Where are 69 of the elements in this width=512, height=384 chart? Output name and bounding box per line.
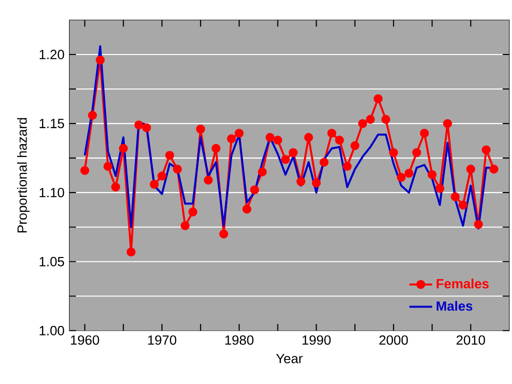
x-tick-label: 1990	[302, 335, 331, 345]
point	[219, 230, 228, 238]
point	[374, 94, 383, 104]
point	[204, 176, 213, 185]
y-tick-label: 1.10	[40, 188, 64, 198]
y-axis-title: Proportional hazard	[17, 118, 30, 232]
legend-label: Females	[436, 278, 489, 288]
point	[226, 134, 236, 144]
y-tick-label: 1.05	[40, 256, 64, 266]
point	[258, 167, 267, 176]
point	[150, 180, 159, 189]
point	[327, 128, 336, 138]
point	[320, 158, 329, 167]
point	[466, 164, 476, 174]
point	[88, 110, 97, 120]
point	[489, 164, 498, 174]
point	[412, 148, 422, 158]
point	[172, 164, 182, 174]
point	[366, 114, 375, 124]
point	[234, 128, 244, 138]
point	[443, 119, 452, 128]
point	[458, 200, 468, 210]
point	[335, 136, 344, 145]
point	[281, 154, 290, 164]
point	[158, 172, 166, 180]
point	[111, 182, 120, 192]
x-tick-label: 2000	[379, 335, 408, 345]
point	[482, 145, 491, 154]
point	[142, 123, 151, 132]
point	[474, 220, 483, 229]
point	[196, 124, 206, 134]
point	[180, 221, 190, 230]
y-tick-label: 1.15	[40, 118, 64, 128]
point	[428, 170, 437, 180]
point	[118, 144, 128, 153]
x-tick-label: 1980	[225, 335, 254, 345]
point	[381, 114, 390, 124]
point	[435, 184, 444, 193]
point	[165, 150, 174, 160]
x-axis-title: Year	[276, 354, 303, 364]
x-tick-label: 1970	[148, 335, 176, 345]
point	[126, 247, 136, 256]
point	[404, 168, 414, 178]
point	[273, 136, 282, 145]
point	[304, 132, 314, 142]
point	[312, 178, 321, 188]
x-tick-label: 2010	[456, 335, 486, 345]
point	[103, 162, 112, 171]
point	[389, 148, 398, 158]
point	[396, 172, 406, 182]
y-tick-label: 1.20	[40, 50, 64, 60]
point	[266, 132, 274, 142]
point	[420, 128, 429, 138]
point	[342, 162, 352, 171]
legend-label: Males	[436, 300, 472, 311]
point	[350, 141, 360, 150]
x-tick-label: 1960	[70, 335, 100, 345]
y-tick-label: 1.00	[40, 326, 64, 336]
point	[358, 119, 368, 128]
point	[250, 185, 260, 194]
point	[212, 144, 220, 153]
point	[96, 56, 105, 64]
point	[450, 192, 460, 202]
point	[296, 177, 306, 186]
point	[188, 207, 198, 216]
point	[134, 120, 144, 130]
point	[288, 148, 298, 158]
point	[242, 204, 252, 214]
point	[80, 166, 90, 175]
